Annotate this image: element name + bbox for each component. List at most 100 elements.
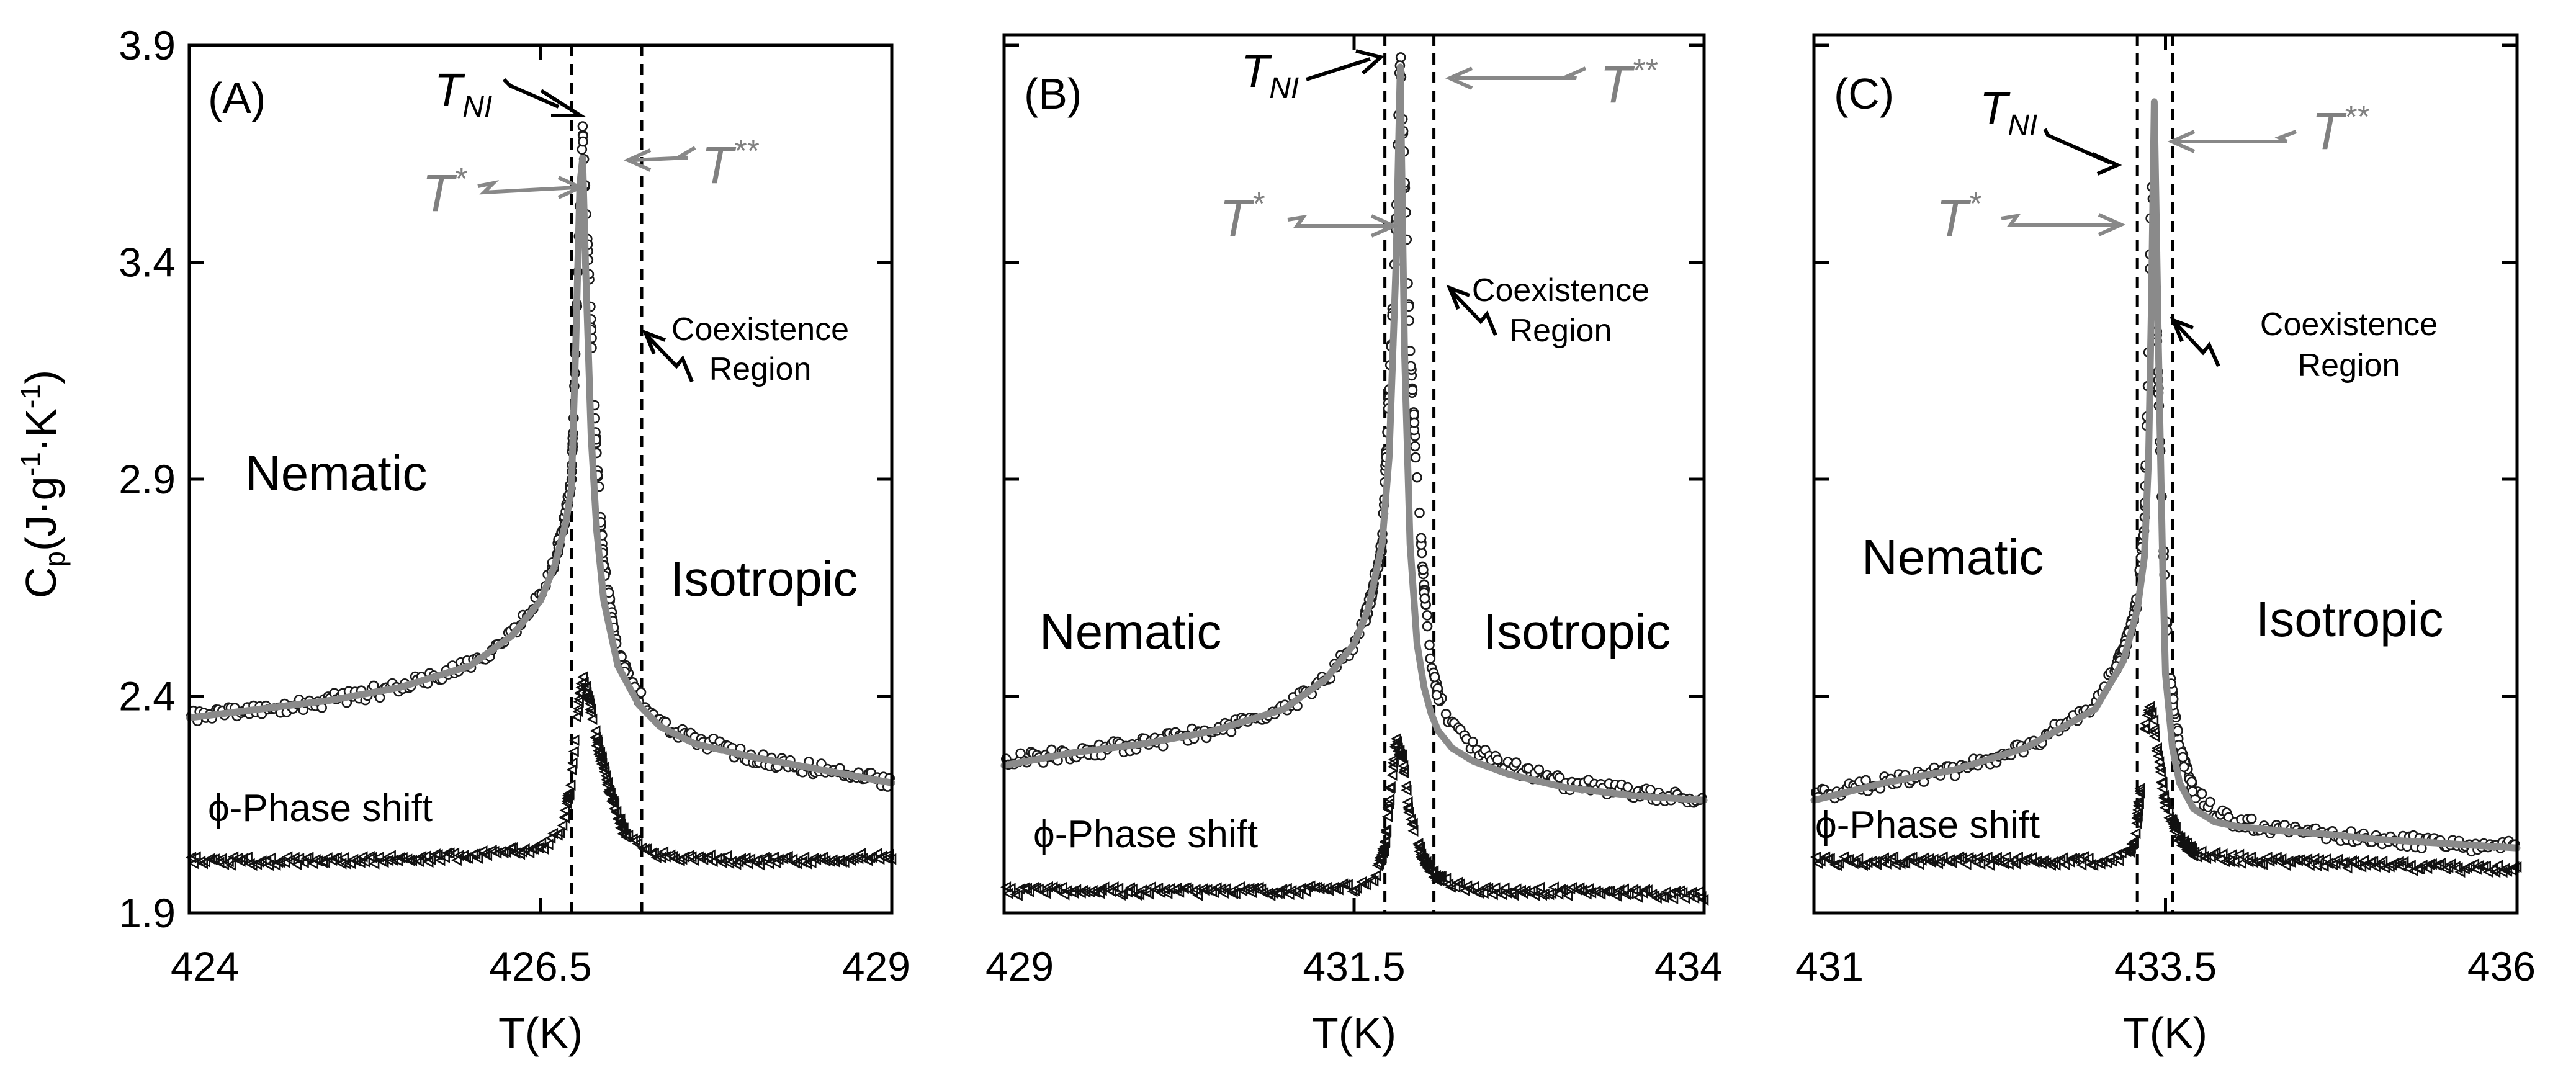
y-axis-label-base: C: [17, 567, 65, 599]
panel-c-cp-point: [2173, 726, 2183, 736]
panel-c-phase-point: [2158, 789, 2169, 802]
panel-b-phase-point: [1258, 886, 1269, 899]
panel-c-phase-point: [2076, 859, 2087, 871]
panel-a-phase-point: [611, 813, 622, 825]
panel-a-phase-point: [354, 856, 366, 868]
y-axis-label-units-b: ·K: [17, 408, 65, 452]
panel-b-phase-point: [1277, 883, 1288, 896]
panel-c-phase-point: [1888, 851, 1899, 863]
panel-a-y-tick-label: 2.9: [119, 456, 176, 502]
panel-c-phase-shift-label: ϕ-Phase shift: [1815, 804, 2040, 847]
panel-b-ticks: 429 431.5 434: [985, 35, 1723, 989]
panel-a-phase-point: [853, 852, 864, 865]
panel-c-phase-point: [2068, 853, 2080, 865]
panel-c-phase-point: [1852, 853, 1864, 865]
panel-a-phase-point: [611, 806, 622, 817]
panel-b-tnl-sub: NI: [1269, 72, 1299, 105]
panel-c-coexistence-label: Coexistence Region: [2260, 307, 2438, 384]
panel-c-tnl-arrow: [2043, 128, 2122, 176]
panel-b-cp-point: [1419, 593, 1430, 604]
panel-b-phase-point: [1299, 885, 1311, 897]
panel-c-x-tick-label: 436: [2467, 943, 2536, 989]
panel-a-phase-point: [291, 858, 302, 871]
panel-b-phase-point: [1499, 882, 1510, 894]
panel-b-phase-point: [1658, 891, 1669, 904]
panel-a-phase-point: [225, 859, 236, 871]
panel-b-cp-point: [1429, 672, 1440, 683]
panel-b-cp-point: [1492, 754, 1503, 765]
panel-b-cp-point: [1468, 736, 1478, 747]
panel-a-phase-point: [855, 848, 866, 860]
panel-c-phase-point: [1833, 857, 1844, 870]
panel-a-phase-point: [584, 698, 595, 710]
panel-b-tnl-arrow: [1306, 49, 1385, 81]
panel-c-phase-point: [2156, 783, 2168, 794]
panel-a-ticks: 1.9 2.4 2.9 3.4 3.9 424 426.5 429: [119, 22, 910, 989]
panel-b-phase-point: [1286, 884, 1297, 897]
panel-b-phase-point: [1424, 865, 1435, 877]
panel-c-phase-point: [2113, 855, 2124, 866]
panel-a-phase-point: [639, 843, 650, 855]
panel-a-phase-point: [714, 852, 725, 865]
panel-a-tnl-arrow: [502, 78, 587, 117]
panel-b-cp-point: [1412, 472, 1422, 483]
panel-a-phase-point: [570, 711, 581, 723]
panel-a-phase-point: [573, 696, 584, 708]
panel-b-phase-point: [1548, 881, 1559, 893]
panel-b-phase-point: [1033, 883, 1044, 896]
panel-a-tstarstar-sup: **: [733, 133, 759, 169]
panel-c-tstarstar-arrow: [2167, 130, 2297, 153]
panel-c-phase-point: [2186, 844, 2197, 856]
panel-a-phase-point: [620, 831, 631, 843]
panel-b: 429 431.5 434 (B) Nematic Isotropic ϕ-Phas…: [985, 33, 1723, 989]
panel-c-phase-point: [2159, 802, 2170, 814]
panel-b-coexistence-line2: Region: [1510, 313, 1612, 349]
panel-c-phase-point: [2492, 860, 2503, 871]
panel-c-tstar-sup: *: [1968, 186, 1981, 222]
panel-c-phase-point: [2217, 848, 2228, 860]
panel-a-phase-point: [604, 788, 616, 799]
panel-a-phase-point: [752, 854, 763, 866]
y-axis-label-sub: p: [38, 551, 71, 567]
panel-a-phase-point: [836, 856, 847, 868]
panel-b-phase-point: [1388, 753, 1399, 766]
panel-b-cp-point: [1533, 764, 1545, 775]
panel-c-phase-point: [1815, 855, 1826, 867]
panel-a-phase-point: [567, 757, 578, 769]
panel-b-cp-point: [1645, 785, 1656, 795]
panel-b-phase-point: [1407, 825, 1419, 837]
panel-c-phase-point: [2134, 785, 2145, 797]
panel-c-phase-point: [1960, 858, 1972, 870]
panel-b-phase-point: [1174, 886, 1185, 898]
panel-a-phase-point: [190, 851, 201, 863]
y-axis-label-sup-b: -1: [16, 384, 46, 408]
panel-a-phase-point: [799, 852, 810, 863]
panel-c-phase-point: [2393, 856, 2404, 868]
panel-b-phase-point: [1272, 888, 1283, 899]
y-axis-label-units-a: (J·g: [17, 476, 65, 551]
panel-a-phase-point: [773, 853, 784, 865]
panel-b-coexistence-arrow: [1446, 284, 1497, 336]
panel-c-phase-point: [2171, 830, 2183, 842]
panel-a-phase-point: [632, 838, 643, 850]
panel-a-phase-point: [432, 849, 443, 861]
panel-a-phase-point: [806, 856, 817, 869]
panel-b-x-tick-label: 431.5: [1303, 943, 1405, 989]
panel-c-phase-point: [2178, 835, 2189, 847]
panel-a-phase-point: [434, 855, 446, 866]
panel-a-phase-point: [598, 763, 609, 775]
panel-c-tstar-label: T*: [1936, 186, 1981, 247]
panel-b-phase-point: [1340, 879, 1351, 891]
panel-a-phase-point: [317, 856, 328, 868]
panel-a-tnl-label: TNI: [434, 64, 492, 124]
panel-a-phase-point: [562, 788, 573, 799]
panel-c-phase-point: [1937, 851, 1948, 863]
panel-b-phase-point: [1402, 801, 1413, 813]
panel-b-phase-point: [1611, 890, 1622, 902]
panel-b-phase-point: [1386, 769, 1398, 781]
panel-b-phase-point: [1630, 885, 1641, 897]
panel-c-phase-point: [2132, 796, 2143, 808]
panel-c-cp-point: [2178, 752, 2188, 763]
panel-b-phase-point: [1414, 845, 1425, 857]
panel-b-phase-point: [1227, 888, 1238, 899]
